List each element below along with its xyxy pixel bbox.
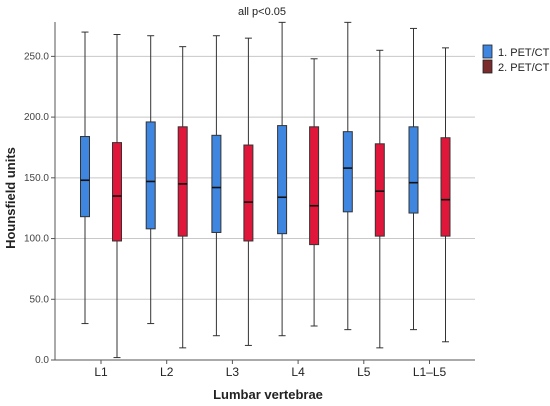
box-2-L3: [243, 37, 254, 346]
iqr-box: [408, 126, 419, 214]
box-1-L3: [211, 35, 222, 337]
x-category-label: L4: [291, 365, 305, 379]
box-layer: [80, 21, 451, 359]
y-tick-label: 50.0: [30, 294, 50, 305]
box-1-L1–L5: [408, 27, 419, 331]
box-1-L1: [80, 31, 90, 325]
x-category-label: L1–L5: [413, 365, 447, 379]
x-axis-title: Lumbar vertebrae: [213, 387, 323, 402]
y-tick-label: 250.0: [24, 51, 49, 62]
y-tick-label: 0.0: [35, 355, 49, 366]
box-1-L4: [277, 21, 288, 337]
box-2-L1: [112, 34, 122, 359]
iqr-box: [177, 126, 188, 237]
box-2-L5: [374, 49, 385, 349]
legend-label-series-1: 1. PET/CT: [498, 47, 550, 59]
legend-swatch-series-1: [482, 44, 493, 59]
chart-title: all p<0.05: [238, 6, 286, 18]
iqr-box: [309, 126, 320, 246]
y-tick-label: 150.0: [24, 173, 49, 184]
iqr-box: [342, 131, 353, 213]
x-category-label: L1: [94, 365, 108, 379]
iqr-box: [112, 142, 122, 242]
y-tick-label: 200.0: [24, 112, 49, 123]
axis-layer: 0.0 50.0 100.0 150.0 200.0 250.0 L1 L2 L3 L4 L5 L1–…: [24, 22, 475, 379]
legend-swatch-series-2: [482, 59, 493, 74]
y-tick-label: 100.0: [24, 234, 49, 245]
legend: 1. PET/CT 2. PET/CT: [482, 44, 550, 74]
x-category-label: L3: [226, 365, 240, 379]
iqr-box: [440, 137, 451, 237]
iqr-box: [145, 121, 156, 230]
iqr-box: [211, 134, 222, 233]
iqr-box: [374, 143, 385, 237]
x-category-label: L5: [357, 365, 371, 379]
box-2-L1–L5: [440, 47, 451, 343]
box-1-L2: [145, 35, 156, 325]
legend-label-series-2: 2. PET/CT: [498, 62, 550, 74]
y-axis-title: Hounsfield units: [3, 147, 18, 249]
box-2-L4: [309, 58, 320, 327]
iqr-box: [80, 136, 90, 218]
box-1-L5: [342, 21, 353, 331]
iqr-box: [277, 125, 288, 235]
x-category-label: L2: [160, 365, 174, 379]
iqr-box: [243, 144, 254, 242]
box-2-L2: [177, 46, 188, 349]
